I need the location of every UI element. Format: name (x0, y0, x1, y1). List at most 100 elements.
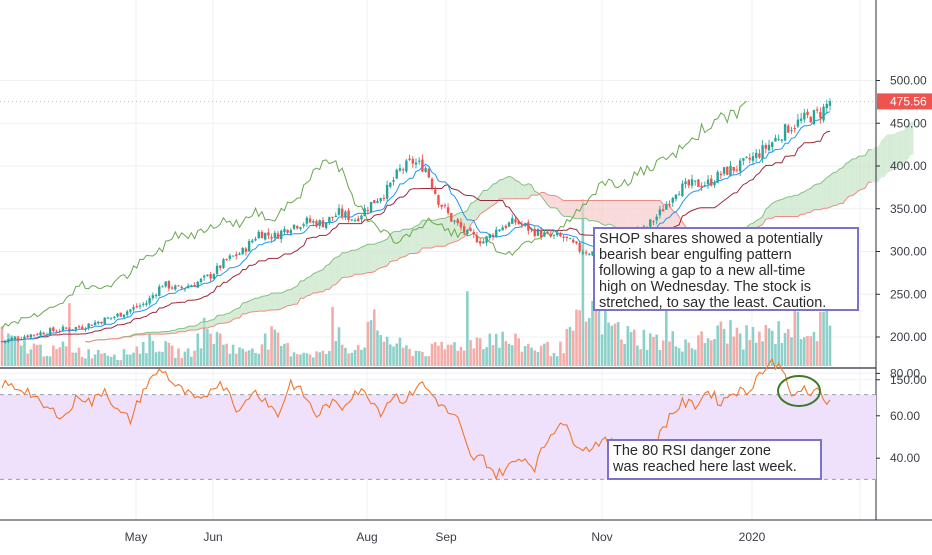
candle-body (485, 236, 487, 242)
candle-body (514, 219, 516, 222)
candle-body (280, 231, 282, 239)
candle-body (418, 161, 420, 162)
volume-bar (379, 335, 382, 366)
candle-body (177, 285, 179, 286)
volume-bar (408, 349, 411, 366)
volume-bar (222, 345, 225, 366)
cloud-segment (252, 298, 255, 312)
volume-bar (456, 351, 459, 366)
cloud-segment (445, 217, 448, 247)
volume-bar (331, 307, 334, 366)
volume-bar (720, 322, 723, 366)
cloud-segment (811, 185, 814, 212)
candle-body (241, 248, 243, 254)
candle-body (354, 220, 356, 221)
cloud-segment (788, 197, 791, 217)
main-annotation-line: high on Wednesday. The stock is (599, 279, 857, 295)
price-tick-label: 450.00 (890, 116, 927, 130)
volume-bar (161, 352, 164, 366)
candle-body (415, 162, 417, 164)
cloud-segment (288, 290, 291, 306)
cloud-segment (875, 147, 878, 183)
volume-bar (604, 305, 607, 366)
volume-bar (155, 352, 158, 366)
candle-body (338, 208, 340, 215)
volume-bar (402, 348, 405, 366)
volume-bar (238, 347, 241, 366)
candle-body (771, 142, 773, 147)
volume-bar (668, 341, 671, 366)
cloud-segment (493, 183, 496, 205)
volume-bar (655, 335, 658, 366)
candle-body (68, 329, 70, 330)
candle-body (810, 117, 812, 123)
volume-bar (257, 354, 260, 366)
cloud-segment (804, 190, 807, 215)
volume-bar (264, 333, 267, 366)
cloud-segment (503, 178, 506, 199)
volume-bar (739, 333, 742, 366)
volume-bar (704, 343, 707, 366)
cloud-segment (551, 195, 554, 207)
volume-bar (697, 335, 700, 366)
candle-body (383, 198, 385, 199)
volume-bar (254, 353, 257, 366)
volume-bar (168, 343, 171, 366)
candle-body (4, 341, 6, 342)
candle-body (697, 180, 699, 187)
volume-bar (411, 356, 414, 366)
volume-bar (177, 348, 180, 366)
cloud-segment (191, 326, 194, 330)
volume-bar (476, 338, 479, 366)
candle-body (43, 333, 45, 335)
volume-bar (376, 331, 379, 366)
candle-body (193, 285, 195, 287)
candle-body (158, 287, 160, 296)
candle-body (469, 228, 471, 231)
cloud-segment (426, 220, 429, 248)
volume-bar (575, 310, 578, 366)
candle-body (142, 304, 144, 305)
volume-bar (623, 344, 626, 366)
volume-bar (103, 353, 106, 366)
candle-body (71, 329, 73, 330)
volume-bar (71, 353, 74, 366)
candle-body (582, 252, 584, 253)
candle-body (152, 295, 154, 298)
candle-body (75, 327, 77, 330)
main-annotation-line: SHOP shares showed a potentially (599, 231, 857, 247)
volume-bar (357, 345, 360, 366)
cloud-segment (403, 229, 406, 257)
candle-body (7, 339, 9, 341)
candle-body (200, 279, 202, 282)
volume-bar (533, 350, 536, 366)
cloud-segment (432, 220, 435, 248)
cloud-segment (596, 201, 599, 222)
candle-body (335, 216, 337, 217)
volume-bar (75, 353, 78, 366)
candle-body (319, 220, 321, 226)
candle-body (501, 227, 503, 230)
volume-bar (540, 346, 543, 366)
candle-body (136, 306, 138, 307)
volume-bar (424, 356, 427, 366)
volume-bar (627, 326, 630, 366)
candle-body (347, 211, 349, 220)
rsi-annotation-line: was reached here last week. (613, 459, 820, 475)
cloud-segment (278, 293, 281, 310)
cloud-segment (377, 242, 380, 269)
volume-bar (813, 332, 816, 366)
candle-body (508, 222, 510, 226)
cloud-segment (801, 192, 804, 214)
volume-bar (466, 291, 469, 366)
volume-bar (318, 352, 321, 366)
volume-bar (91, 358, 94, 366)
candle-body (184, 288, 186, 289)
candle-body (62, 327, 64, 331)
volume-bar (501, 332, 504, 366)
cloud-segment (830, 173, 833, 208)
candle-body (453, 221, 455, 222)
volume-bar (765, 325, 768, 366)
candle-body (229, 255, 231, 258)
candle-body (52, 327, 54, 330)
